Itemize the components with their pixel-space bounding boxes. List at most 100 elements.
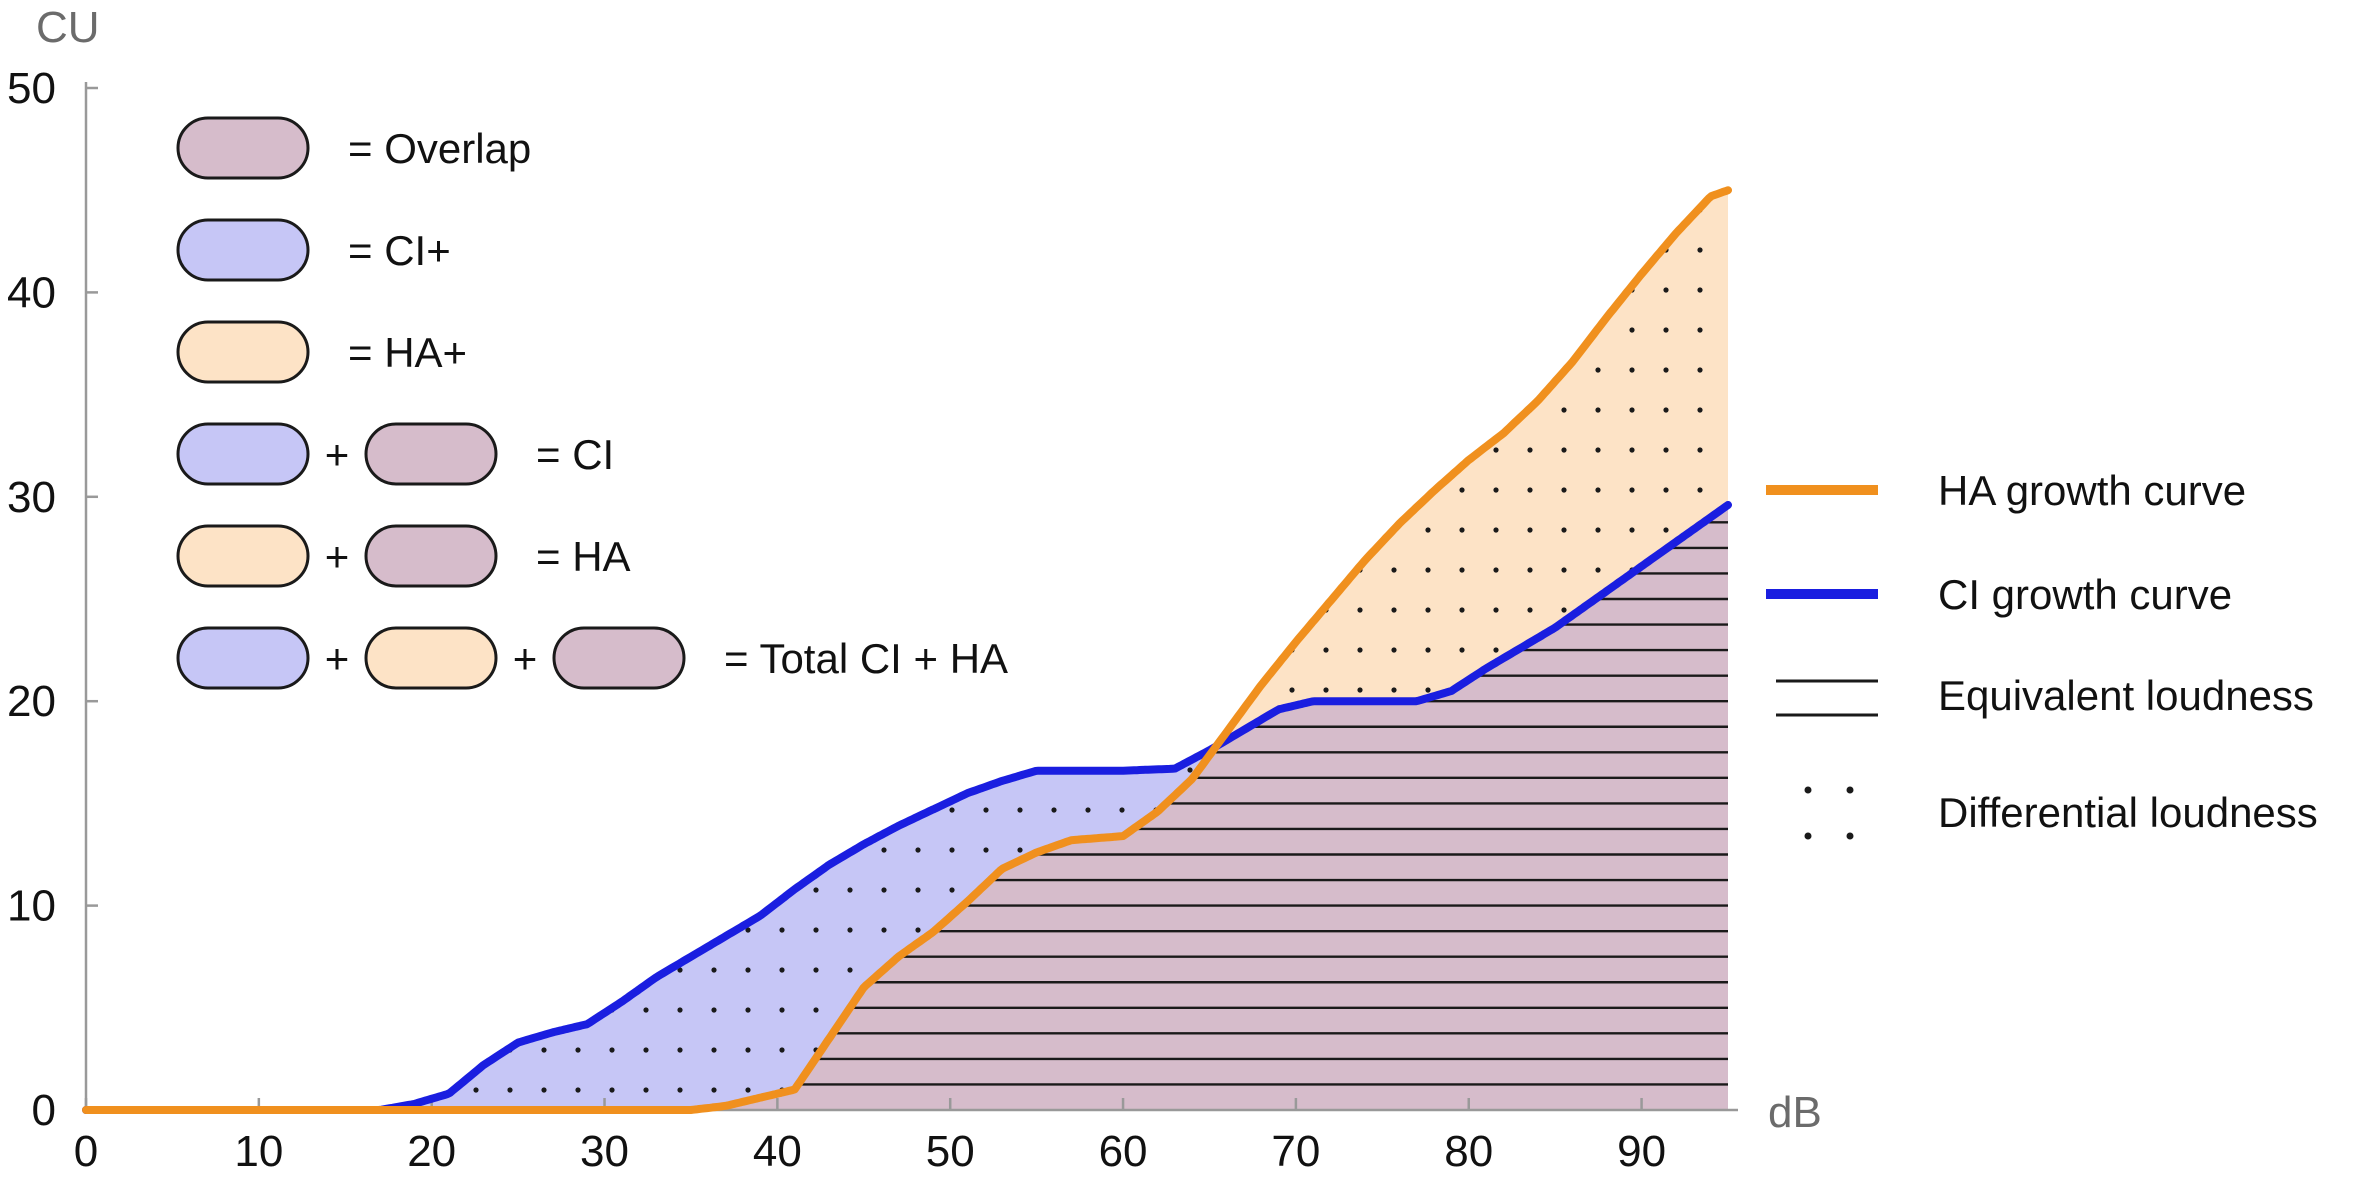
dot-mark: [915, 87, 920, 92]
dot-mark: [915, 487, 921, 493]
dot-mark: [609, 607, 615, 613]
dot-mark: [983, 367, 989, 373]
dot-mark: [711, 407, 717, 413]
dot-mark: [371, 1007, 377, 1013]
dot-mark: [643, 87, 648, 92]
dot-mark: [439, 407, 445, 413]
dot-mark: [99, 967, 105, 973]
x-tick-label: 90: [1617, 1127, 1666, 1176]
dot-mark: [473, 1087, 479, 1093]
dot-mark: [473, 407, 479, 413]
legend-swatch: [176, 422, 310, 486]
dot-mark: [575, 487, 581, 493]
dot-mark: [1017, 247, 1023, 253]
dot-mark: [949, 447, 955, 453]
dot-mark: [1119, 367, 1125, 373]
dot-mark: [1663, 447, 1669, 453]
dot-mark: [1357, 207, 1363, 213]
dot-mark: [745, 727, 751, 733]
dot-mark: [507, 967, 513, 973]
dot-mark: [1017, 327, 1023, 333]
dot-mark: [677, 1007, 683, 1013]
dot-mark: [133, 927, 139, 933]
dot-mark: [915, 687, 921, 693]
dot-mark: [541, 967, 547, 973]
dot-mark: [711, 487, 717, 493]
dot-mark: [371, 967, 377, 973]
dot-mark: [405, 1007, 411, 1013]
dot-mark: [167, 87, 172, 92]
dot-mark: [541, 647, 547, 653]
dot-mark: [881, 487, 887, 493]
dot-mark: [1221, 327, 1227, 333]
dot-mark: [847, 407, 853, 413]
dot-mark: [609, 927, 615, 933]
dot-mark: [1323, 487, 1329, 493]
dot-mark: [1255, 647, 1261, 653]
dot-mark: [99, 247, 105, 253]
dot-mark: [881, 247, 887, 253]
dot-mark: [813, 527, 819, 533]
dot-mark: [609, 367, 615, 373]
dot-mark: [575, 967, 581, 973]
dot-mark: [711, 807, 717, 813]
dot-mark: [439, 807, 445, 813]
dot-mark: [1527, 607, 1533, 613]
dot-mark: [1017, 487, 1023, 493]
dot-mark: [1391, 167, 1396, 172]
dot-mark: [677, 407, 683, 413]
dot-mark: [575, 87, 580, 92]
dot-mark: [337, 487, 343, 493]
dot-mark: [1391, 367, 1397, 373]
dot-mark: [167, 247, 173, 253]
dot-mark: [949, 687, 955, 693]
dot-mark: [337, 207, 343, 213]
dot-mark: [1187, 87, 1192, 92]
dot-mark: [439, 1007, 445, 1013]
dot-mark: [915, 727, 921, 733]
dot-mark: [881, 407, 887, 413]
dot-mark: [1051, 567, 1057, 573]
dot-mark: [235, 807, 241, 813]
dot-mark: [1085, 687, 1091, 693]
dot-mark: [1459, 367, 1465, 373]
dot-mark: [1425, 567, 1431, 573]
dot-mark: [303, 527, 309, 533]
dot-mark: [609, 727, 615, 733]
dot-mark: [1085, 247, 1091, 253]
dot-mark: [915, 927, 921, 933]
dot-mark: [99, 487, 105, 493]
dot-mark: [167, 127, 172, 132]
dot-mark: [677, 967, 683, 973]
dot-mark: [1595, 287, 1601, 293]
dot-mark: [1697, 247, 1703, 253]
dot-mark: [983, 807, 989, 813]
dot-mark: [133, 487, 139, 493]
dot-mark: [813, 767, 819, 773]
dot-mark: [337, 87, 342, 92]
dot-mark: [1153, 527, 1159, 533]
dot-mark: [609, 327, 615, 333]
dot-mark: [813, 687, 819, 693]
dot-mark: [541, 1007, 547, 1013]
dot-mark: [167, 287, 173, 293]
dot-mark: [1119, 407, 1125, 413]
legend-label: = CI: [536, 431, 614, 478]
dot-mark: [1561, 567, 1567, 573]
dot-mark: [1119, 287, 1125, 293]
dot-mark: [1221, 567, 1227, 573]
dot-mark: [1119, 447, 1125, 453]
dot-mark: [847, 127, 852, 132]
dot-mark: [269, 807, 275, 813]
dot-mark: [1527, 127, 1532, 132]
dot-mark: [1595, 447, 1601, 453]
dot-mark: [1459, 167, 1464, 172]
dot-mark: [337, 407, 343, 413]
dot-mark: [1017, 687, 1023, 693]
dot-mark: [337, 167, 342, 172]
dot-mark: [1459, 487, 1465, 493]
dot-mark: [643, 1047, 649, 1053]
dot-mark: [1595, 367, 1601, 373]
dot-mark: [1697, 287, 1703, 293]
y-tick-label: 50: [7, 64, 56, 113]
